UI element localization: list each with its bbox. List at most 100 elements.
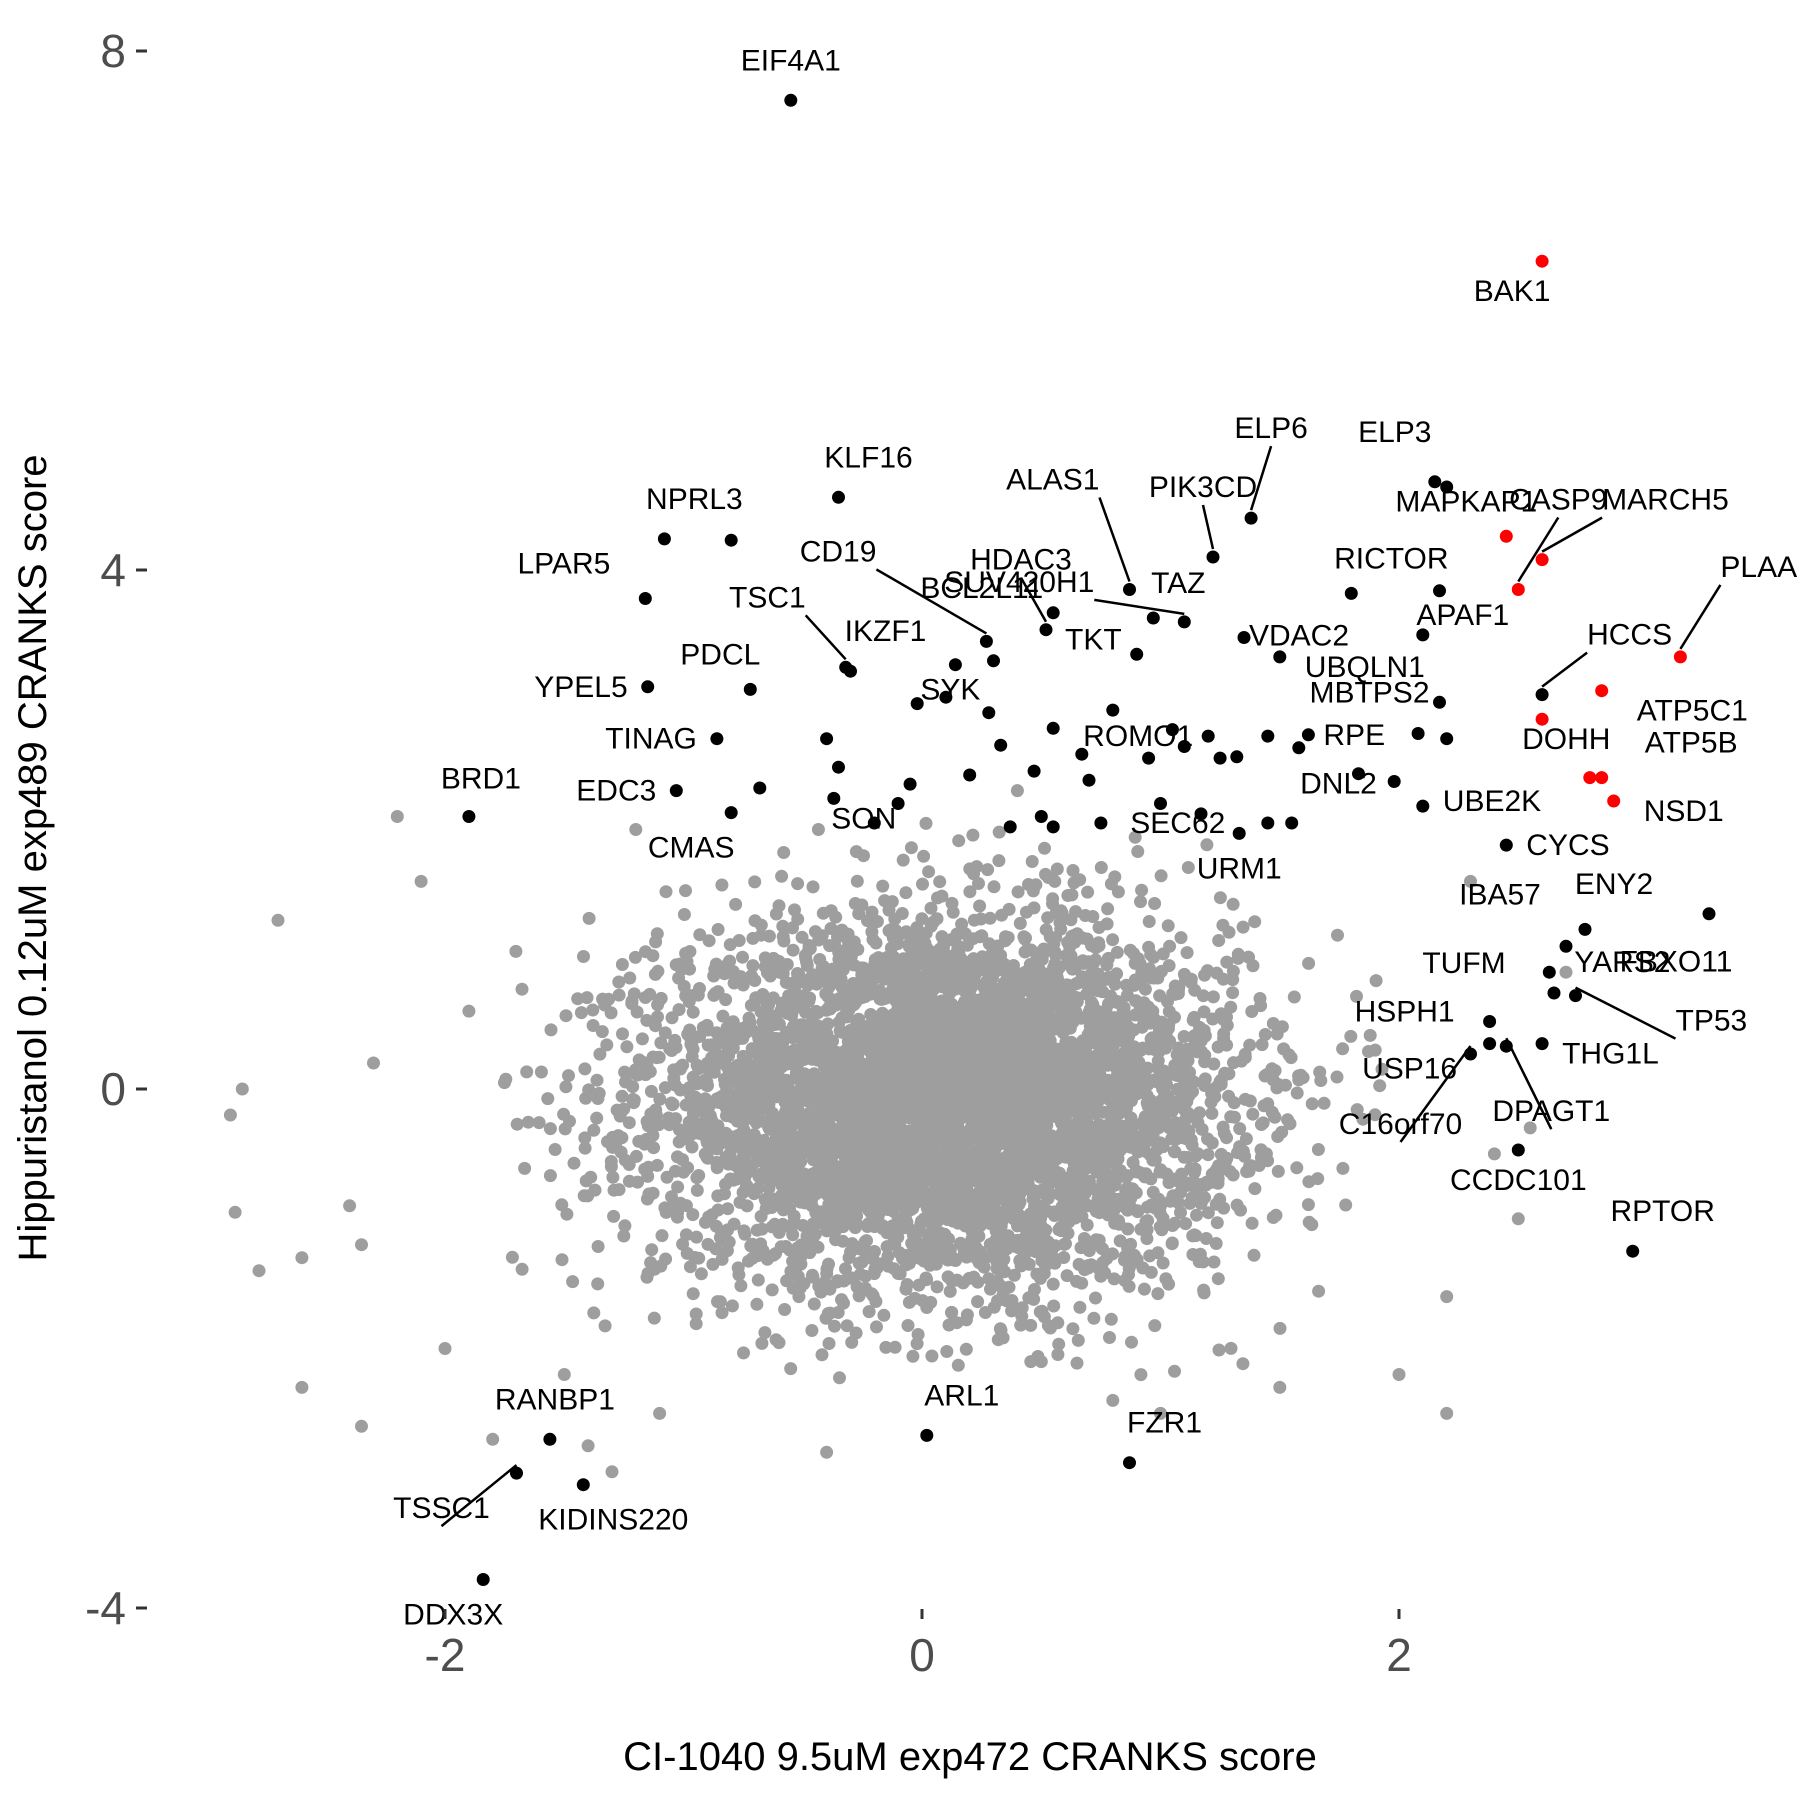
background-point <box>1139 1215 1153 1229</box>
background-point <box>640 1115 654 1128</box>
background-point <box>1148 1319 1162 1333</box>
background-point <box>1239 1132 1253 1146</box>
background-point <box>867 1013 881 1027</box>
background-point <box>1013 916 1027 930</box>
background-point <box>919 816 933 830</box>
background-point <box>746 931 760 945</box>
background-point <box>582 1083 596 1097</box>
background-point <box>1048 945 1062 959</box>
background-point <box>1223 1165 1237 1178</box>
background-point <box>868 971 882 985</box>
background-point <box>1236 920 1250 934</box>
background-point <box>798 1091 812 1105</box>
background-point <box>1214 1147 1228 1161</box>
background-point <box>1248 915 1262 929</box>
background-point <box>1087 1311 1101 1325</box>
background-point <box>510 1117 524 1131</box>
background-point <box>1154 869 1168 883</box>
background-point <box>1081 885 1095 899</box>
background-point <box>629 1149 643 1163</box>
background-point <box>566 1275 580 1289</box>
background-point <box>1268 1110 1281 1124</box>
background-point <box>879 1340 893 1354</box>
background-point <box>668 1033 682 1047</box>
background-point <box>1301 1198 1315 1212</box>
background-point <box>1068 962 1082 975</box>
background-point <box>685 1140 699 1154</box>
background-point <box>607 1209 621 1223</box>
background-point <box>1179 1217 1193 1231</box>
background-point <box>924 1186 938 1200</box>
background-point <box>1051 1348 1065 1361</box>
background-point <box>1035 1304 1049 1318</box>
background-point <box>1098 1266 1112 1280</box>
background-point <box>933 1171 947 1185</box>
background-point <box>659 1252 673 1266</box>
background-point <box>574 1006 588 1020</box>
background-point <box>858 1243 872 1257</box>
background-point <box>701 1038 715 1052</box>
background-point <box>919 926 933 940</box>
background-point <box>579 1174 593 1188</box>
background-point <box>795 930 809 944</box>
background-point <box>793 1155 807 1169</box>
background-point <box>1073 1300 1087 1314</box>
background-point <box>677 908 691 921</box>
background-point <box>1108 870 1122 884</box>
background-point <box>1118 1274 1132 1287</box>
background-point <box>1243 1094 1257 1108</box>
background-point <box>1287 990 1301 1004</box>
background-point <box>520 1065 534 1079</box>
background-point <box>925 1349 939 1363</box>
background-point <box>1255 1038 1269 1052</box>
background-point <box>1025 1001 1039 1015</box>
background-point <box>683 1260 697 1274</box>
background-point <box>607 1183 621 1197</box>
background-point <box>1103 1331 1116 1344</box>
background-point <box>1154 1163 1168 1177</box>
background-point <box>755 1222 769 1236</box>
background-point <box>911 1328 925 1341</box>
background-point <box>701 1237 715 1251</box>
background-point <box>667 1071 681 1085</box>
background-point <box>1137 1015 1151 1029</box>
background-point <box>806 1153 820 1167</box>
background-point <box>595 1025 609 1039</box>
background-point <box>775 869 789 883</box>
background-point <box>862 1042 876 1056</box>
background-point <box>1230 1198 1244 1212</box>
background-point <box>1018 1119 1032 1133</box>
background-point <box>1007 1154 1021 1168</box>
background-point <box>992 854 1006 868</box>
background-point <box>862 1305 876 1319</box>
background-point <box>811 823 825 836</box>
background-point <box>1302 956 1316 970</box>
background-point <box>534 1065 548 1079</box>
background-point <box>647 1141 661 1155</box>
background-point <box>972 877 985 890</box>
background-point <box>650 1158 664 1172</box>
background-point <box>940 1345 954 1358</box>
background-point <box>813 1036 827 1050</box>
background-point <box>631 1175 645 1189</box>
background-point <box>515 982 529 996</box>
background-point <box>587 1306 601 1320</box>
background-point <box>1106 933 1120 947</box>
background-point <box>689 1317 703 1331</box>
background-point <box>1053 916 1067 930</box>
background-point <box>750 1297 764 1311</box>
background-point <box>716 1009 730 1023</box>
background-point <box>866 933 880 947</box>
background-point <box>973 899 987 913</box>
background-point <box>1290 1086 1304 1100</box>
background-point <box>640 1270 654 1284</box>
background-point <box>747 1128 761 1142</box>
background-point <box>969 1251 983 1265</box>
background-point <box>1220 1038 1234 1052</box>
background-point <box>933 875 947 889</box>
background-point <box>816 906 830 920</box>
background-point <box>819 987 833 1001</box>
background-point <box>1265 1062 1279 1076</box>
background-point <box>924 901 938 915</box>
background-point <box>680 955 694 969</box>
